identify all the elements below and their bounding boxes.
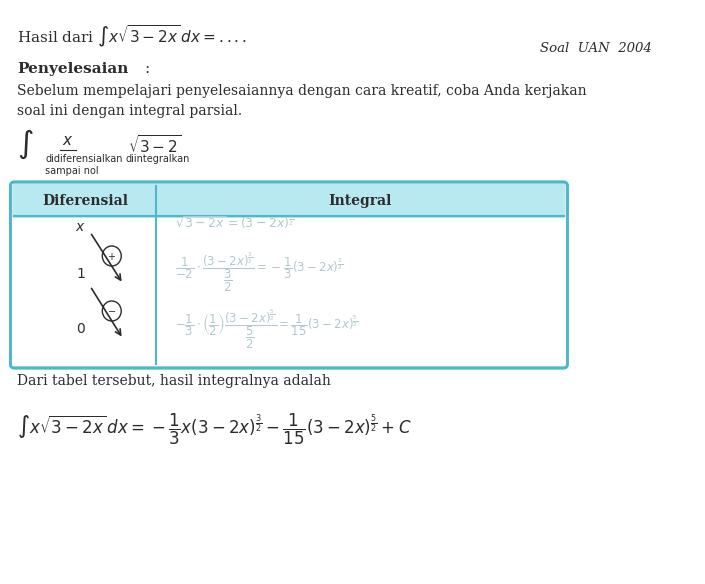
Text: $\int$: $\int$	[17, 128, 34, 161]
Text: Sebelum mempelajari penyelesaiannya dengan cara kreatif, coba Anda kerjakan: Sebelum mempelajari penyelesaiannya deng…	[17, 84, 587, 98]
Text: $-\dfrac{1}{3}\cdot\left(\dfrac{1}{2}\right)\dfrac{(3-2x)^{\frac{5}{2}}}{\dfrac{: $-\dfrac{1}{3}\cdot\left(\dfrac{1}{2}\ri…	[176, 307, 359, 351]
Text: $-$: $-$	[107, 307, 116, 315]
Text: $+$: $+$	[107, 251, 116, 262]
FancyBboxPatch shape	[11, 182, 568, 368]
Text: $\sqrt{3-2x}=(3-2x)^{\frac{1}{2}}$: $\sqrt{3-2x}=(3-2x)^{\frac{1}{2}}$	[176, 213, 295, 231]
Text: Soal  UAN  2004: Soal UAN 2004	[540, 42, 651, 55]
Text: $0$: $0$	[75, 322, 85, 336]
Text: soal ini dengan integral parsial.: soal ini dengan integral parsial.	[17, 104, 243, 118]
Text: $\sqrt{3-2}$: $\sqrt{3-2}$	[128, 134, 181, 156]
Text: Dari tabel tersebut, hasil integralnya adalah: Dari tabel tersebut, hasil integralnya a…	[17, 374, 331, 388]
Text: Diferensial: Diferensial	[42, 194, 128, 208]
Text: $\dfrac{1}{-2}\cdot\dfrac{(3-2x)^{\frac{3}{2}}}{\dfrac{3}{2}}=-\dfrac{1}{3}(3-2x: $\dfrac{1}{-2}\cdot\dfrac{(3-2x)^{\frac{…	[176, 250, 343, 294]
Text: $1$: $1$	[75, 267, 85, 281]
Text: didiferensialkan: didiferensialkan	[45, 154, 123, 164]
FancyBboxPatch shape	[12, 184, 565, 218]
Text: $x$: $x$	[75, 220, 86, 234]
Text: :: :	[144, 62, 149, 76]
Text: sampai nol: sampai nol	[45, 166, 99, 176]
Text: Penyelesaian: Penyelesaian	[17, 62, 128, 76]
Text: $x$: $x$	[61, 134, 73, 148]
Text: Integral: Integral	[329, 194, 392, 208]
Text: diintegralkan: diintegralkan	[125, 154, 190, 164]
Text: Hasil dari $\int x\sqrt{3-2x}\, dx = ....$: Hasil dari $\int x\sqrt{3-2x}\, dx = ...…	[17, 24, 247, 50]
Text: $\int x\sqrt{3-2x}\, dx = -\dfrac{1}{3}x(3-2x)^{\frac{3}{2}}-\dfrac{1}{15}(3-2x): $\int x\sqrt{3-2x}\, dx = -\dfrac{1}{3}x…	[17, 412, 412, 447]
